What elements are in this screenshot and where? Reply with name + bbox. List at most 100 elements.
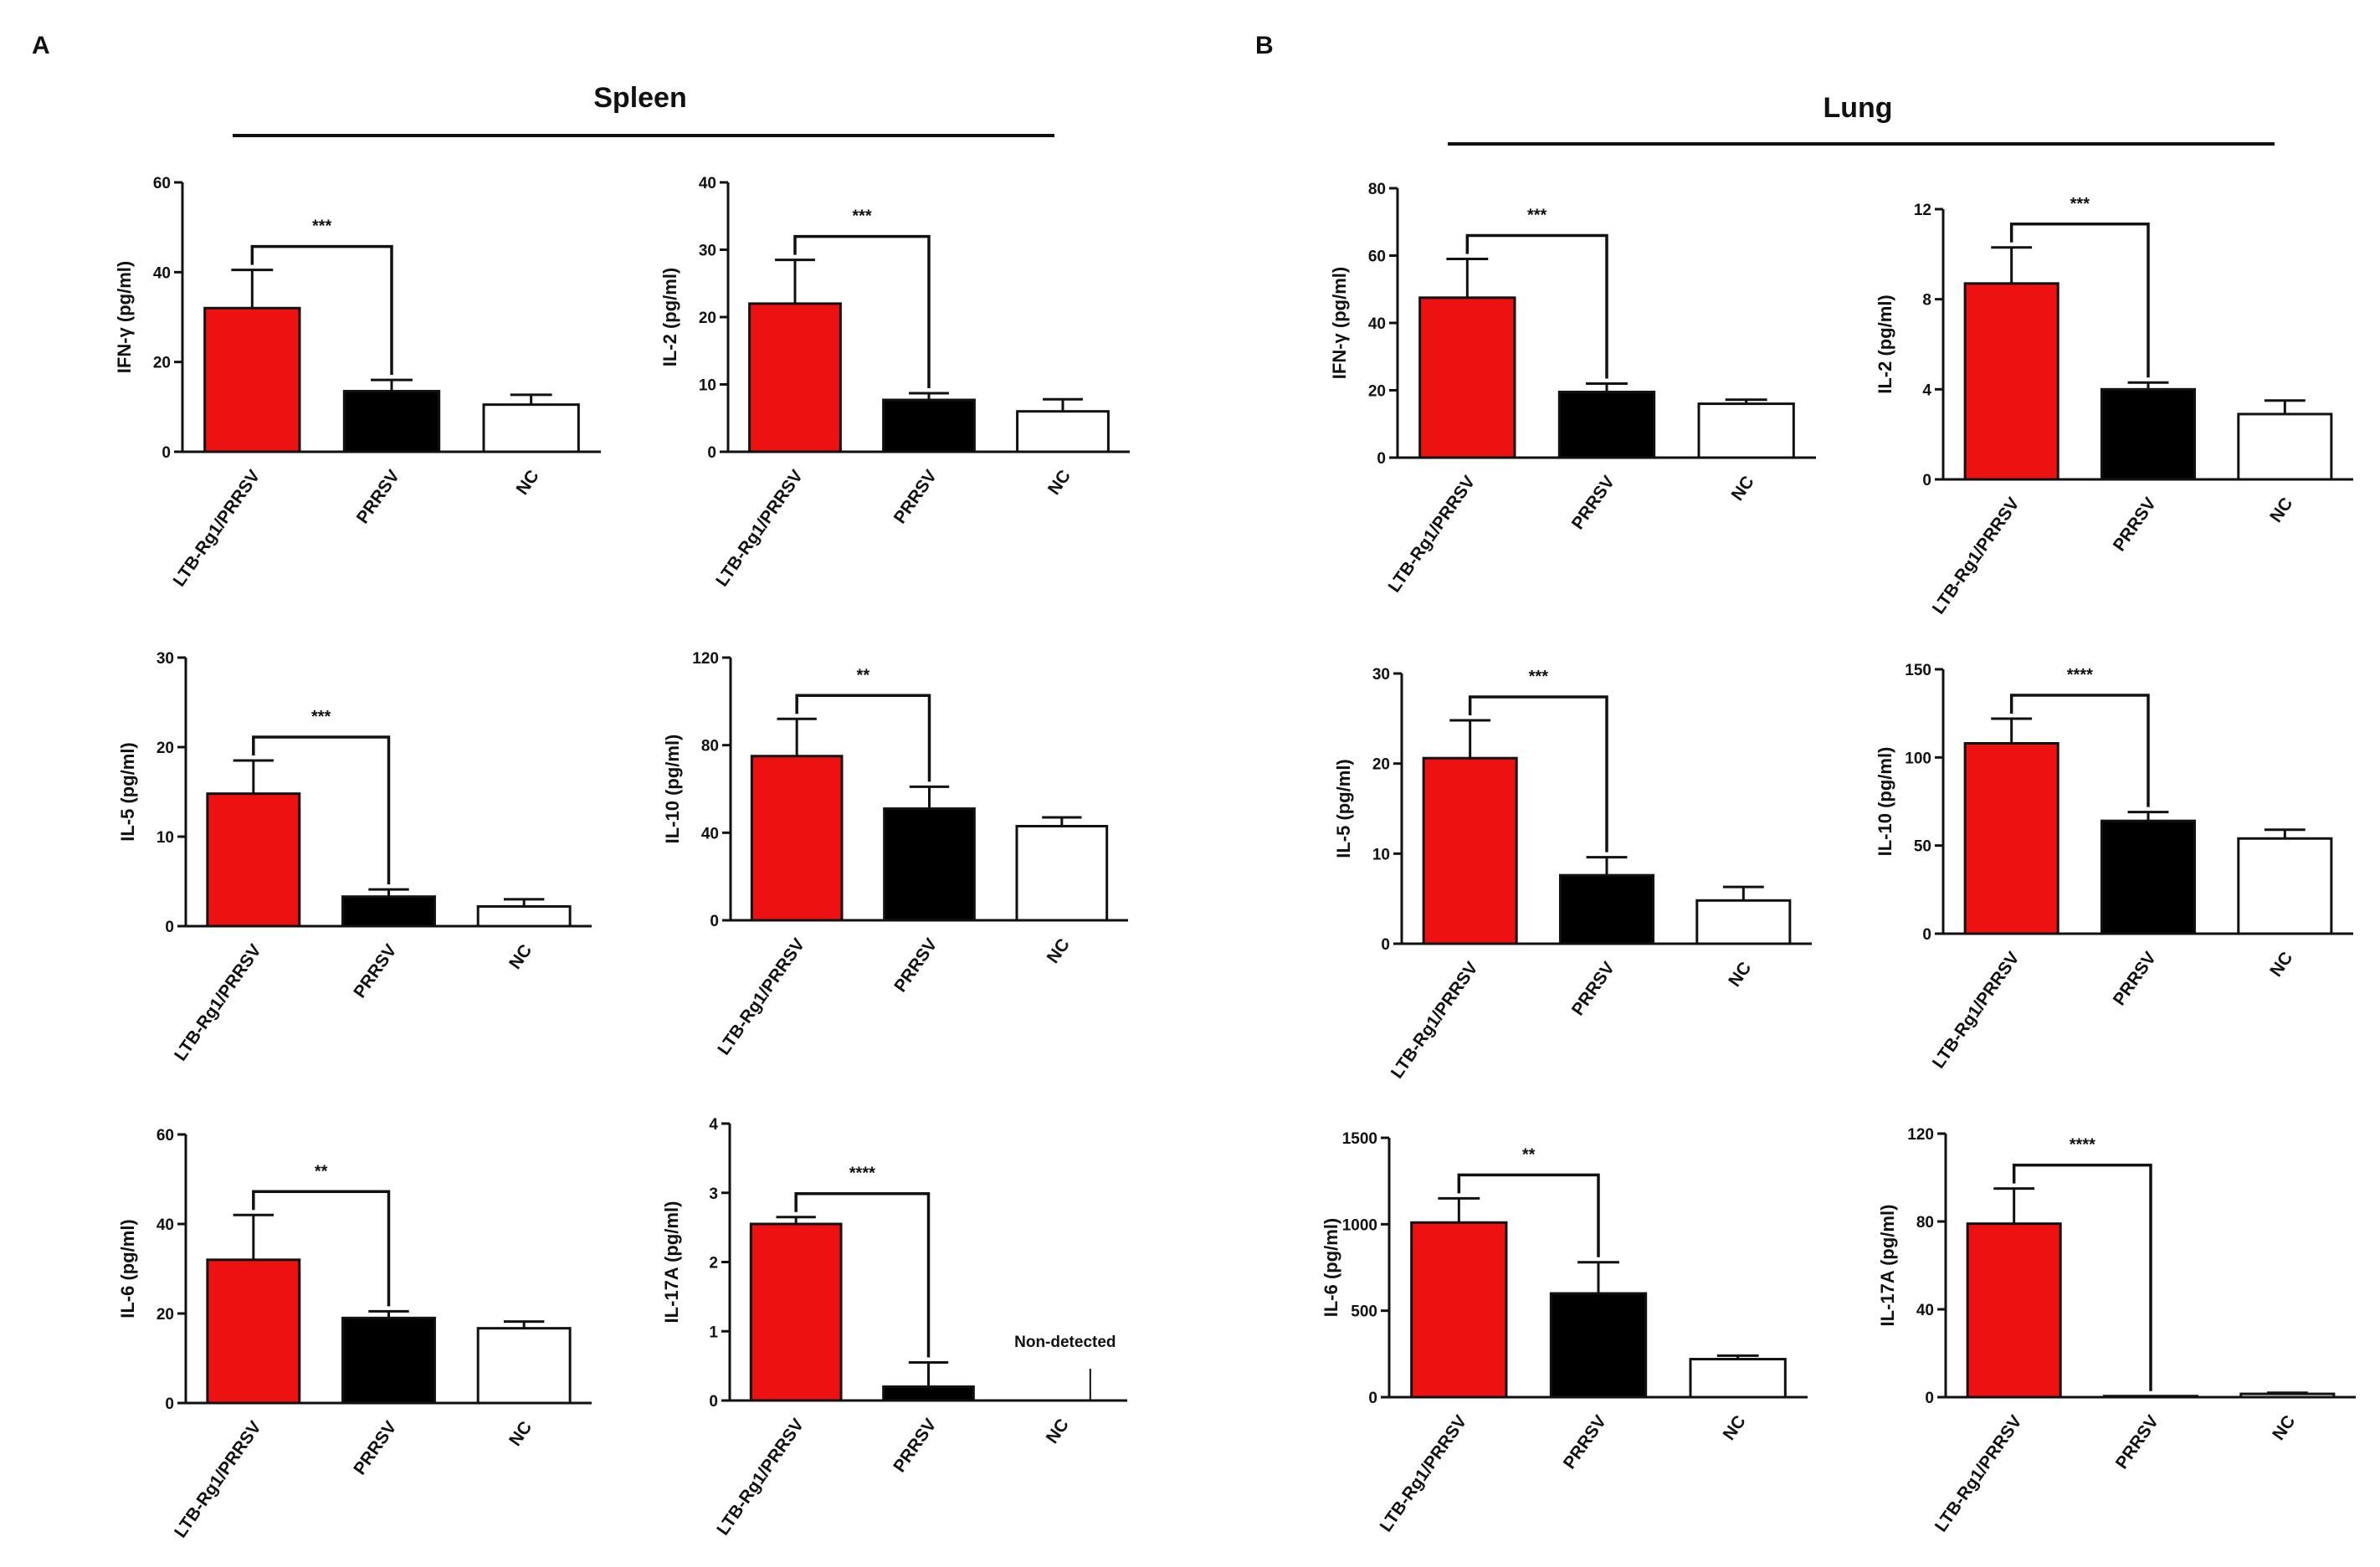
y-tick-label: 20 [156, 1306, 174, 1324]
y-axis-title: IL-17A (pg/ml) [1877, 1205, 1898, 1327]
chart-lung_ifng: 0 20 40 60 80 IFN-γ (pg/ml) LTB-Rg1/PRRSV PRRSV… [1329, 181, 1816, 596]
chart-lung_il17a: 0 40 80 120 IL-17A (pg/ml) LTB-Rg1/PRRSV PRRSV… [1877, 1126, 2356, 1535]
significance-bracket [794, 1191, 931, 1358]
y-tick-label: 60 [153, 175, 171, 192]
significance-label: *** [1529, 668, 1549, 686]
y-tick-label: 60 [1368, 248, 1386, 266]
y-tick-label: 1500 [1342, 1130, 1377, 1148]
significance-label: ** [315, 1162, 328, 1180]
y-tick-label: 80 [1368, 181, 1386, 198]
bar-ltb-rg1-prrsv [203, 306, 301, 453]
significance-bracket [2009, 694, 2150, 807]
bar-nc [2237, 412, 2333, 481]
y-axis-title: IL-6 (pg/ml) [1321, 1218, 1341, 1318]
category-label: PRRSV [890, 467, 941, 527]
bar-ltb-rg1-prrsv [1418, 296, 1516, 459]
chart-spleen_il6: 0 20 40 60 IL-6 (pg/ml) LTB-Rg1/PRRSV PRRSV NC *… [117, 1127, 592, 1541]
bar-ltb-rg1-prrsv [1410, 1221, 1508, 1399]
significance-label: ** [1522, 1145, 1536, 1164]
category-label: PRRSV [2110, 949, 2160, 1009]
category-label: NC [505, 941, 536, 973]
significance-label: ** [857, 666, 870, 684]
y-tick-label: 80 [1916, 1214, 1934, 1232]
bar-prrsv [341, 1316, 436, 1405]
significance-bracket [252, 1190, 391, 1307]
bar-nc [2239, 1392, 2336, 1399]
significance-bracket [1468, 695, 1608, 853]
category-label: LTB-Rg1/PRRSV [1931, 1412, 2026, 1536]
y-tick-label: 40 [156, 1216, 174, 1234]
category-label: NC [513, 467, 543, 499]
y-tick-label: 50 [1914, 838, 1931, 856]
y-axis-title: IL-17A (pg/ml) [661, 1201, 682, 1324]
y-axis-title: IL-5 (pg/ml) [1333, 759, 1354, 858]
bar-ltb-rg1-prrsv [206, 792, 301, 928]
y-tick-label: 4 [1922, 382, 1931, 399]
y-tick-label: 0 [165, 1395, 174, 1413]
y-tick-label: 3 [709, 1185, 718, 1203]
category-label: LTB-Rg1/PRRSV [171, 1418, 265, 1542]
bar-prrsv [882, 398, 976, 453]
bar-nc [1689, 1358, 1787, 1399]
category-label: NC [2269, 1412, 2299, 1444]
y-tick-label: 8 [1922, 292, 1931, 310]
y-tick-label: 20 [699, 310, 716, 327]
category-label: NC [2266, 949, 2296, 981]
category-label: LTB-Rg1/PRRSV [1376, 1412, 1470, 1536]
significance-bracket [795, 694, 931, 782]
chart-lung_il2: 0 4 8 12 IL-2 (pg/ml) LTB-Rg1/PRRSV PRRSV NC *** [1875, 195, 2353, 617]
category-label: NC [505, 1418, 536, 1450]
y-tick-label: 40 [699, 175, 716, 192]
y-tick-label: 0 [709, 1393, 718, 1411]
y-axis-title: IL-2 (pg/ml) [1875, 294, 1895, 394]
chart-spleen_il10: 0 40 80 120 IL-10 (pg/ml) LTB-Rg1/PRRSV PRRSV N… [662, 650, 1128, 1058]
y-tick-label: 10 [699, 377, 716, 395]
bar-nc [1016, 410, 1110, 453]
category-label: LTB-Rg1/PRRSV [169, 467, 264, 591]
category-label: NC [1725, 959, 1755, 991]
category-label: PRRSV [1568, 473, 1618, 533]
y-tick-label: 20 [156, 740, 174, 757]
category-label: NC [1043, 1416, 1073, 1447]
y-tick-label: 2 [709, 1255, 718, 1273]
category-label: PRRSV [2110, 494, 2160, 555]
panel-letter-a: A [32, 32, 50, 59]
chart-lung_il5: 0 10 20 30 IL-5 (pg/ml) LTB-Rg1/PRRSV PRRSV NC *… [1333, 666, 1812, 1082]
category-label: PRRSV [353, 467, 403, 527]
bar-ltb-rg1-prrsv [1966, 1222, 2062, 1399]
significance-bracket [1465, 233, 1608, 379]
category-label: PRRSV [890, 1416, 940, 1476]
bar-ltb-rg1-prrsv [749, 1222, 843, 1402]
bar-ltb-rg1-prrsv [206, 1258, 301, 1405]
chart-lung_il6: 0 500 1000 1500 IL-6 (pg/ml) LTB-Rg1/PRRSV PRR… [1321, 1130, 1808, 1535]
significance-bracket [793, 234, 931, 388]
bar-ltb-rg1-prrsv [750, 755, 844, 922]
y-tick-label: 1 [709, 1324, 718, 1341]
y-tick-label: 20 [1368, 383, 1386, 401]
chart-spleen_il17a: 0 1 2 3 4 IL-17A (pg/ml) LTB-Rg1/PRRSV PRRSV NC *… [661, 1116, 1127, 1539]
y-tick-label: 0 [1922, 472, 1931, 489]
y-tick-label: 20 [1372, 756, 1390, 774]
y-tick-label: 40 [1368, 315, 1386, 333]
y-axis-title: IFN-γ (pg/ml) [114, 261, 135, 373]
significance-label: *** [311, 708, 331, 726]
bar-nc [1697, 402, 1795, 459]
category-label: NC [2266, 494, 2296, 526]
category-label: PRRSV [350, 941, 400, 1001]
chart-spleen_il5: 0 10 20 30 IL-5 (pg/ml) LTB-Rg1/PRRSV PRRSV NC *… [117, 650, 592, 1064]
bar-prrsv [2102, 1395, 2199, 1399]
significance-label: *** [852, 207, 872, 226]
y-tick-label: 4 [709, 1116, 718, 1134]
chart-lung_il10: 0 50 100 150 IL-10 (pg/ml) LTB-Rg1/PRRSV PRRSV… [1875, 662, 2353, 1072]
category-label: NC [1044, 935, 1074, 967]
y-axis-title: IL-10 (pg/ml) [662, 735, 683, 844]
category-label: LTB-Rg1/PRRSV [1387, 959, 1482, 1083]
y-tick-label: 0 [1381, 936, 1390, 954]
y-axis-title: IFN-γ (pg/ml) [1329, 267, 1350, 379]
category-label: LTB-Rg1/PRRSV [714, 935, 808, 1059]
y-tick-label: 0 [1925, 1390, 1934, 1407]
bar-ltb-rg1-prrsv [1963, 741, 2059, 935]
significance-bracket [250, 244, 393, 376]
significance-label: *** [312, 218, 332, 236]
